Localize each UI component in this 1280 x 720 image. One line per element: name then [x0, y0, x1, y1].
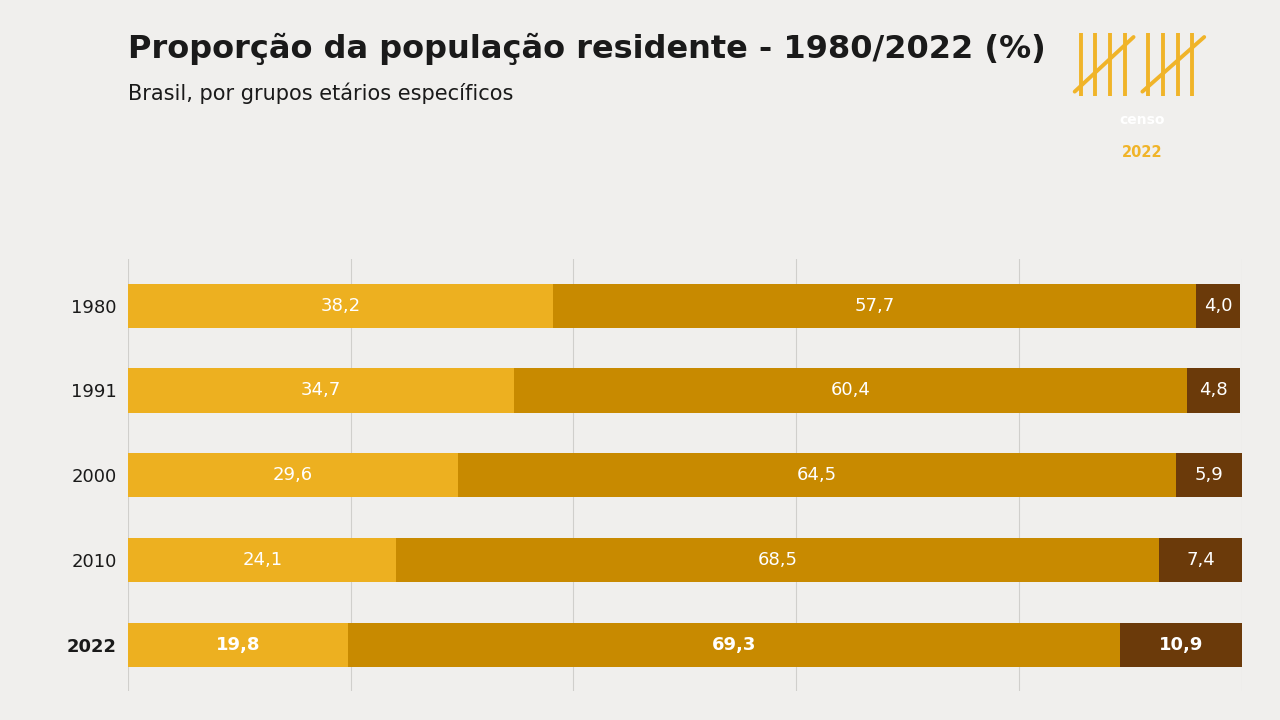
- Bar: [128, 538, 397, 582]
- Text: Brasil, por grupos etários específicos: Brasil, por grupos etários específicos: [128, 83, 513, 104]
- Bar: [1196, 284, 1240, 328]
- Bar: [1187, 369, 1240, 413]
- Bar: [1176, 453, 1242, 498]
- Text: 4,0: 4,0: [1204, 297, 1233, 315]
- Bar: [553, 284, 1196, 328]
- Text: 2022: 2022: [1123, 145, 1162, 160]
- Text: 4,8: 4,8: [1199, 382, 1228, 400]
- Text: 60,4: 60,4: [831, 382, 870, 400]
- Bar: [1160, 538, 1242, 582]
- Bar: [515, 369, 1187, 413]
- Text: 69,3: 69,3: [712, 636, 756, 654]
- Text: 34,7: 34,7: [301, 382, 342, 400]
- Text: 38,2: 38,2: [320, 297, 361, 315]
- Text: Proporção da população residente - 1980/2022 (%): Proporção da população residente - 1980/…: [128, 32, 1046, 65]
- Text: 10,9: 10,9: [1158, 636, 1203, 654]
- Text: 24,1: 24,1: [242, 551, 283, 569]
- Bar: [128, 453, 458, 498]
- Text: 57,7: 57,7: [855, 297, 895, 315]
- Bar: [1120, 623, 1242, 667]
- Bar: [397, 538, 1160, 582]
- Text: 7,4: 7,4: [1187, 551, 1215, 569]
- Bar: [348, 623, 1120, 667]
- Bar: [128, 284, 553, 328]
- Text: 5,9: 5,9: [1194, 467, 1224, 484]
- Text: 29,6: 29,6: [273, 467, 312, 484]
- Text: 19,8: 19,8: [216, 636, 261, 654]
- Text: 68,5: 68,5: [758, 551, 797, 569]
- Bar: [128, 369, 515, 413]
- Text: censo: censo: [1120, 112, 1165, 127]
- Bar: [458, 453, 1176, 498]
- Bar: [128, 623, 348, 667]
- Text: 64,5: 64,5: [796, 467, 837, 484]
